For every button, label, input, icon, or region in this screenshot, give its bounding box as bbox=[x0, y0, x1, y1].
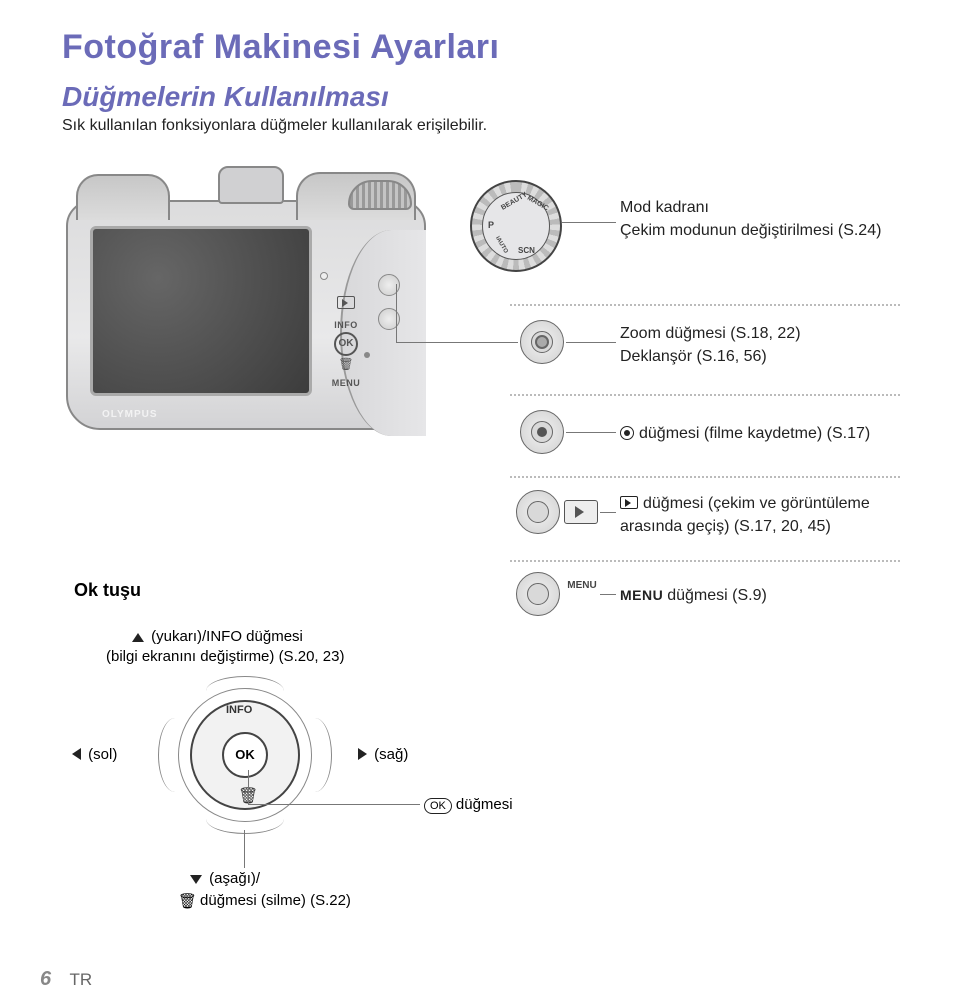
menu-chip: MENU bbox=[562, 580, 602, 591]
section-title: Düğmelerin Kullanılması bbox=[62, 81, 910, 113]
page-lang: TR bbox=[70, 970, 93, 989]
left-arrow-icon bbox=[72, 748, 81, 760]
play-icon bbox=[564, 500, 598, 524]
playback-label2: arasında geçiş) (S.17, 20, 45) bbox=[620, 515, 900, 538]
down-arrow-icon bbox=[190, 875, 202, 884]
mode-scn: SCN bbox=[518, 246, 535, 255]
menu-label: MENU bbox=[326, 378, 366, 388]
ok-button-label: OKdüğmesi bbox=[424, 796, 513, 814]
camera-illustration: INFO OK 🗑 MENU OLYMPUS bbox=[66, 170, 456, 440]
ok-ring: OK bbox=[334, 332, 358, 356]
up-arrow-icon bbox=[132, 633, 144, 642]
play-icon bbox=[337, 296, 355, 309]
mode-p: P bbox=[488, 220, 494, 230]
right-arrow-icon bbox=[358, 748, 367, 760]
up-label: (yukarı)/INFO düğmesi bbox=[132, 628, 303, 645]
arrow-pad: INFO OK 🗑 bbox=[140, 690, 340, 850]
playback-button-icon bbox=[516, 490, 560, 534]
page-footer: 6 TR bbox=[40, 968, 92, 991]
down-label: (aşağı)/ bbox=[190, 870, 260, 887]
info-label: INFO bbox=[326, 320, 366, 330]
record-dot-icon bbox=[620, 426, 634, 440]
right-label: (sağ) bbox=[358, 746, 408, 763]
down-label2: 🗑düğmesi (silme) (S.22) bbox=[178, 892, 351, 910]
up-label2: (bilgi ekranını değiştirme) (S.20, 23) bbox=[106, 648, 344, 665]
manual-page: Fotoğraf Makinesi Ayarları Düğmelerin Ku… bbox=[0, 0, 960, 1003]
playback-label: düğmesi (çekim ve görüntüleme bbox=[620, 492, 900, 515]
play-glyph-icon bbox=[620, 496, 638, 509]
arrow-pad-title: Ok tuşu bbox=[74, 580, 141, 601]
menu-button-icon bbox=[516, 572, 560, 616]
record-label: düğmesi (filme kaydetme) (S.17) bbox=[620, 422, 900, 445]
shutter-label: Deklanşör (S.16, 56) bbox=[620, 345, 900, 368]
mode-dial-label: Mod kadranı bbox=[620, 196, 900, 219]
mode-dial: P BEAUTY MAGIC SCN iAUTO bbox=[470, 180, 562, 272]
trash-icon: 🗑 bbox=[326, 358, 366, 370]
intro-text: Sık kullanılan fonksiyonlara düğmeler ku… bbox=[62, 117, 910, 135]
trash-glyph-icon: 🗑 bbox=[178, 892, 197, 910]
left-label: (sol) bbox=[72, 746, 117, 763]
mode-dial-ref: Çekim modunun değiştirilmesi (S.24) bbox=[620, 219, 900, 242]
dpad-ok: OK bbox=[222, 732, 268, 778]
brand-label: OLYMPUS bbox=[102, 409, 158, 420]
page-title: Fotoğraf Makinesi Ayarları bbox=[62, 28, 910, 67]
record-icon bbox=[520, 410, 564, 454]
zoom-label: Zoom düğmesi (S.18, 22) bbox=[620, 322, 900, 345]
dpad-info: INFO bbox=[226, 704, 252, 716]
page-number: 6 bbox=[40, 968, 51, 990]
menu-label: MENUdüğmesi (S.9) bbox=[620, 584, 900, 607]
shutter-icon bbox=[520, 320, 564, 364]
